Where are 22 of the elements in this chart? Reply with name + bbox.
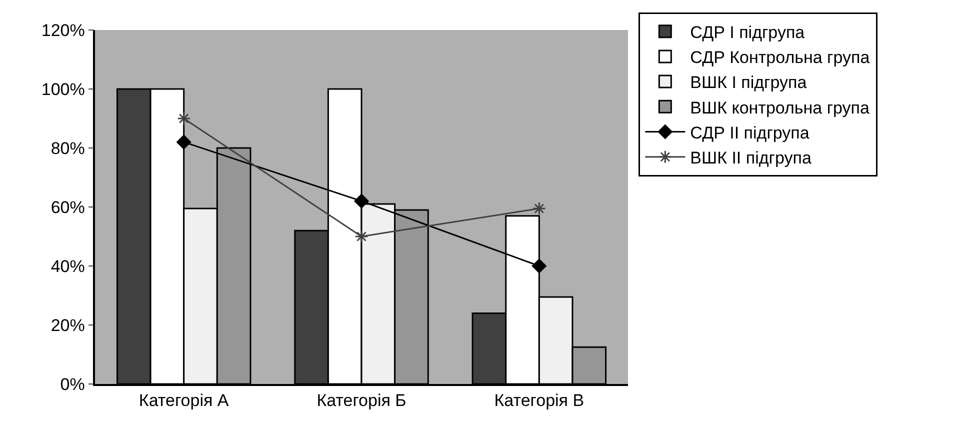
y-tick-label: 120% [41, 20, 85, 40]
y-tick-label: 100% [41, 80, 85, 99]
legend-label: СДР I підгрупа [690, 22, 806, 42]
x-tick-label: Категорія А [138, 391, 230, 410]
y-tick-label: 20% [50, 316, 85, 335]
legend-label: ВШК I підгрупа [690, 73, 808, 92]
point [532, 202, 546, 216]
legend-label: ВШК II підгрупа [690, 148, 812, 168]
point [177, 112, 191, 126]
y-tick-label: 60% [50, 198, 85, 217]
point [176, 134, 192, 150]
x-tick-label: Категорія Б [316, 391, 406, 410]
point [532, 258, 546, 274]
point [354, 230, 368, 244]
y-tick-label: 80% [50, 138, 85, 158]
y-tick-label: 0% [60, 374, 85, 394]
legend-label: ВШК контрольна група [690, 98, 870, 118]
x-tick-label: Категорія В [494, 391, 584, 410]
legend-label: СДР II підгрупа [690, 123, 810, 142]
legend-label: СДР Контрольна група [690, 48, 870, 68]
point [354, 194, 369, 208]
y-tick-label: 40% [50, 256, 85, 276]
